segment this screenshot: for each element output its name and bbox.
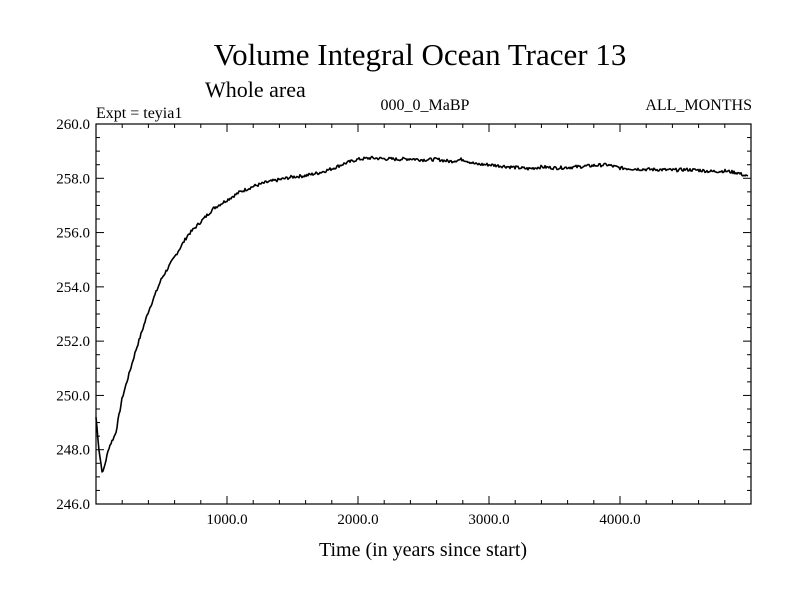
- plot-frame: [95, 123, 752, 505]
- experiment-label: Expt = teyia1: [96, 105, 182, 122]
- y-tick-label: 254.0: [56, 280, 90, 296]
- x-axis-label: Time (in years since start): [319, 539, 527, 561]
- series-group: [95, 155, 749, 473]
- chart-title: Volume Integral Ocean Tracer 13: [214, 37, 627, 72]
- y-tick-label: 258.0: [56, 171, 90, 187]
- y-tick-label: 248.0: [56, 443, 90, 459]
- period-label: 000_0_MaBP: [381, 97, 470, 114]
- axes-group: 246.0 248.0 250.0 252.0 254.0 256.0 258.0 260.0…: [56, 117, 751, 528]
- y-tick-label: 252.0: [56, 334, 90, 350]
- x-tick-label: 1000.0: [206, 512, 247, 528]
- months-label: ALL_MONTHS: [645, 97, 752, 114]
- series-line: [95, 155, 749, 473]
- y-tick-label: 260.0: [56, 117, 90, 133]
- x-tick-label: 3000.0: [468, 512, 509, 528]
- chart-subtitle: Whole area: [205, 77, 306, 102]
- y-tick-label: 250.0: [56, 388, 90, 404]
- y-tick-label: 246.0: [56, 497, 90, 513]
- x-tick-label: 2000.0: [337, 512, 378, 528]
- x-tick-label: 4000.0: [599, 512, 640, 528]
- y-tick-label: 256.0: [56, 226, 90, 242]
